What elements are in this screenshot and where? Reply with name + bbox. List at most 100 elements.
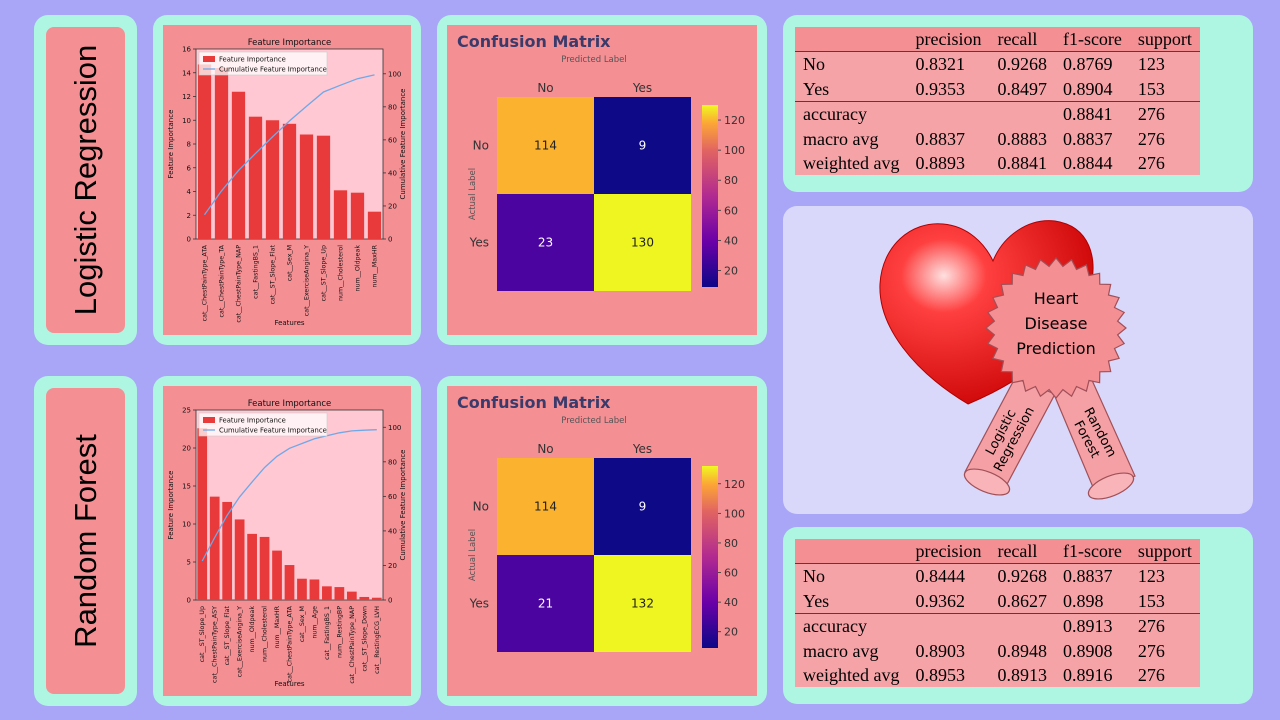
- report-cell: 0.8904: [1062, 78, 1113, 99]
- legend-box: [198, 51, 328, 76]
- legend-label: Cumulative Feature Importance: [219, 66, 327, 74]
- cumulative-line: [203, 74, 375, 216]
- colorbar-tick-label: 20: [724, 264, 738, 277]
- x-tick-label: num__Oldpeak: [249, 606, 256, 653]
- x-tick-label: cat__ChestPainType_TA: [219, 244, 226, 317]
- bar: [247, 533, 257, 600]
- report-cell: macro avg: [803, 128, 879, 149]
- badge-seal: [985, 257, 1127, 399]
- x-tick-label: No: [537, 81, 553, 95]
- cell-value: 9: [639, 139, 647, 153]
- colorbar-tick-label: 100: [724, 144, 745, 157]
- x-tick-label: cat__Sex_M: [299, 606, 306, 642]
- bar: [371, 597, 382, 600]
- y-tick-label: 12: [182, 93, 191, 101]
- report-cell: 0.8844: [1062, 153, 1113, 174]
- x-tick-label: num__Cholesterol: [338, 245, 345, 301]
- report-header-cell: recall: [989, 539, 1055, 565]
- x-tick-label: Yes: [632, 442, 652, 456]
- report-cell: No: [803, 566, 825, 587]
- report-cell: 0.8497: [997, 78, 1047, 99]
- y2-tick-label: 100: [388, 70, 401, 78]
- bar: [350, 192, 365, 239]
- classification-report-table: precision recall f1-score support No 0.8444 0.…: [795, 539, 1200, 688]
- heatmap-cell: [594, 458, 691, 555]
- y-tick-label: 5: [187, 559, 191, 567]
- heatmap-cell: [497, 194, 594, 291]
- report-cell: 0.8913: [997, 665, 1047, 686]
- report-cell: 123: [1137, 566, 1165, 587]
- report-cell: 0.8908: [1062, 640, 1113, 661]
- cell-value: 9: [639, 500, 647, 514]
- chart-title: Confusion Matrix: [457, 32, 611, 51]
- x-tick-label: cat__RestingECG_LVH: [374, 606, 381, 674]
- x-tick-label: cat__ExerciseAngina_Y: [237, 606, 244, 677]
- report-cell: Yes: [803, 590, 830, 611]
- row-label: Logistic Regression: [46, 27, 125, 333]
- report-cell: 0.8893: [915, 153, 965, 174]
- report-header-cell: [795, 539, 908, 565]
- colorbar-tick-label: 120: [724, 114, 745, 127]
- bar: [234, 519, 245, 600]
- report-cell: 0.8837: [1062, 128, 1113, 149]
- y2-tick-label: 100: [388, 424, 401, 432]
- colorbar: [702, 105, 718, 287]
- report-cell: 0.8841: [997, 153, 1047, 174]
- y2-tick-label: 80: [388, 458, 397, 466]
- y-tick-label: 16: [182, 46, 191, 54]
- x-tick-label: cat__Sex_M: [287, 245, 294, 281]
- x-tick-label: num__MaxHR: [274, 605, 281, 648]
- x-tick-label: cat__ST_Slope_Up: [199, 606, 206, 662]
- colorbar-tick-label: 40: [724, 234, 738, 247]
- heatmap-cell: [594, 555, 691, 652]
- report-cell: 0.8627: [997, 590, 1047, 611]
- y-tick-label: Yes: [469, 597, 489, 611]
- x-tick-label: cat__ChestPainType_ATA: [287, 605, 294, 682]
- x-axis-label: Features: [274, 319, 304, 327]
- colorbar-tick-label: 80: [724, 174, 738, 187]
- cell-value: 132: [631, 597, 654, 611]
- x-axis-label: Predicted Label: [561, 416, 627, 426]
- heart-disease-graphic-card: LogisticRegression RandomForest Heart Dis…: [783, 206, 1253, 514]
- report-cell: 0.8883: [997, 128, 1047, 149]
- y-tick-label: 0: [187, 236, 191, 244]
- y-tick-label: 6: [187, 164, 192, 172]
- feature-importance-card: Feature Importance 0 5 10 15 20 25 0 20 40 60 80 100…: [153, 376, 421, 706]
- report-cell: 276: [1137, 665, 1165, 686]
- bar: [197, 428, 208, 600]
- heatmap-cell: [497, 555, 594, 652]
- x-tick-label: cat__ChestPainType_NAP: [349, 606, 356, 684]
- legend-swatch-bar: [203, 417, 215, 423]
- report-cell: 0.8913: [1054, 613, 1130, 639]
- bar: [359, 596, 370, 600]
- report-cell: 153: [1137, 590, 1165, 611]
- legend-swatch-bar: [203, 56, 215, 62]
- ribbon-right: RandomForest: [1052, 377, 1136, 500]
- y-tick-label: 4: [187, 188, 192, 196]
- x-tick-label: cat__FastingBS_1: [253, 245, 260, 299]
- colorbar-tick-label: 60: [724, 204, 738, 217]
- x-tick-label: num__RestingBP: [336, 606, 343, 658]
- row-label-text: Random Forest: [67, 434, 103, 648]
- x-tick-label: num__Oldpeak: [355, 245, 362, 292]
- report-cell: 276: [1137, 128, 1165, 149]
- y-tick-label: 10: [182, 521, 191, 529]
- badge-text: Heart Disease Prediction: [1016, 289, 1095, 358]
- report-header-cell: support: [1129, 27, 1200, 53]
- y-tick-label: 20: [182, 445, 191, 453]
- heart-disease-graphic: LogisticRegression RandomForest Heart Dis…: [879, 220, 1136, 500]
- x-tick-label: cat__ExerciseAngina_Y: [304, 245, 311, 316]
- classification-report-table: precision recall f1-score support No 0.8321 0.…: [795, 27, 1200, 176]
- legend-label: Feature Importance: [219, 417, 286, 425]
- report-cell: 276: [1137, 640, 1165, 661]
- bar: [284, 565, 295, 600]
- colorbar-tick-label: 40: [724, 596, 738, 609]
- report-cell: [989, 613, 1055, 639]
- feature-importance-panel: Feature Importance 0 2 4 6 8 10 12 14 16 0 20 40 60 80…: [163, 25, 411, 335]
- report-cell: 0.8321: [915, 54, 965, 75]
- y-tick-label: 2: [187, 212, 191, 220]
- bar: [282, 123, 297, 239]
- report-cell: weighted avg: [803, 153, 900, 174]
- colorbar-tick-label: 80: [724, 537, 738, 550]
- report-cell: [907, 101, 990, 127]
